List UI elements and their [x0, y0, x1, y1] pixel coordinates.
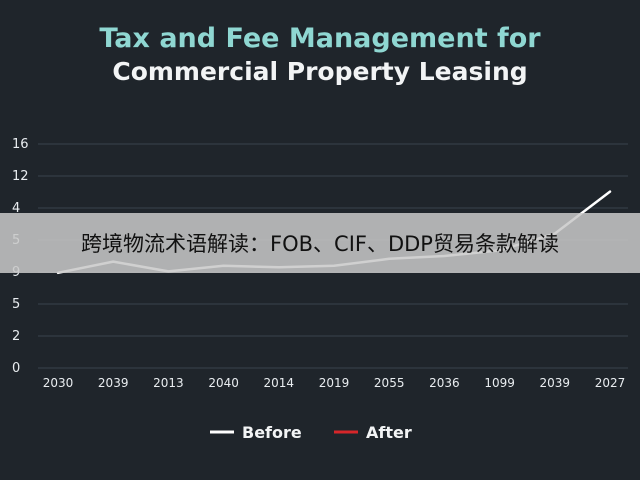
overlay-banner-text: 跨境物流术语解读：FOB、CIF、DDP贸易条款解读 [81, 232, 559, 256]
x-tick-label: 2030 [43, 376, 74, 390]
legend: Before After [210, 423, 412, 442]
legend-label-after: After [366, 423, 412, 442]
overlay-banner: 跨境物流术语解读：FOB、CIF、DDP贸易条款解读 [0, 213, 640, 273]
x-tick-label: 2055 [374, 376, 405, 390]
y-tick-label: 2 [12, 329, 20, 344]
x-tick-label: 2019 [319, 376, 350, 390]
y-tick-label: 16 [12, 137, 29, 152]
chart-title-line-1: Tax and Fee Management for [99, 23, 541, 54]
x-tick-label: 2014 [264, 376, 295, 390]
y-tick-label: 5 [12, 297, 20, 312]
x-tick-label: 1099 [484, 376, 515, 390]
y-tick-label: 0 [12, 361, 20, 376]
x-tick-label: 2040 [208, 376, 239, 390]
x-tick-label: 2039 [540, 376, 571, 390]
x-tick-label: 2013 [153, 376, 184, 390]
legend-label-before: Before [242, 423, 302, 442]
y-tick-label: 4 [12, 201, 20, 216]
x-tick-label: 2039 [98, 376, 129, 390]
chart-title-line-2: Commercial Property Leasing [112, 57, 527, 86]
x-tick-label: 2027 [595, 376, 626, 390]
x-axis-ticks: 2030 2039 2013 2040 2014 2019 2055 2036 1099 2039… [43, 376, 626, 390]
y-tick-label: 12 [12, 169, 29, 184]
x-tick-label: 2036 [429, 376, 460, 390]
